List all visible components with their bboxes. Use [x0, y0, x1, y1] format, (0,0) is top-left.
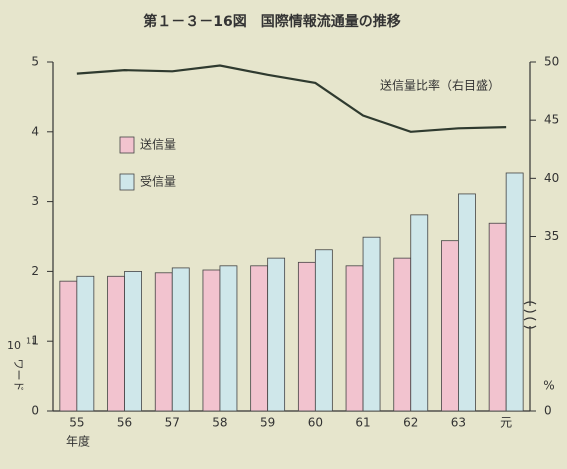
axis-break [523, 301, 537, 329]
y-tick-label: 4 [31, 124, 39, 138]
y-tick-label: 2 [31, 264, 39, 278]
bar [362, 236, 381, 412]
bar [505, 172, 524, 412]
bar [314, 249, 333, 412]
x-tick-label: 62 [403, 416, 418, 430]
bar [219, 265, 238, 412]
bar [458, 193, 476, 412]
x-tick-label: 59 [260, 416, 275, 430]
x-tick-label: 60 [308, 416, 323, 430]
y-axis-label: 10 11 ワード [7, 337, 36, 392]
y-label-unit: ワード [12, 359, 25, 392]
ratio-line [76, 64, 507, 133]
legend-swatch [119, 173, 135, 191]
y2-tick-label: 45 [544, 113, 559, 127]
bar [345, 265, 364, 412]
y-tick-label: 3 [31, 194, 39, 208]
bar [250, 265, 269, 412]
bar [124, 270, 142, 412]
bar [393, 257, 412, 412]
bar [441, 240, 459, 412]
x-axis-label: 年度 [66, 434, 90, 449]
y-tick-label: 5 [31, 55, 39, 69]
bar [202, 269, 221, 412]
bar [297, 261, 316, 412]
bar [107, 275, 125, 412]
chart-title: 第１－３－16図 国際情報流通量の推移 [143, 13, 400, 30]
bar [171, 267, 190, 412]
legend-swatch [119, 136, 135, 154]
y2-tick-label: 35 [544, 229, 559, 243]
x-tick-label: 57 [165, 416, 180, 430]
annotation: 送信量比率（右目盛） [380, 78, 500, 93]
legend-label: 送信量 [140, 137, 176, 152]
y-tick-label: 1 [31, 334, 39, 348]
x-tick-label: 56 [117, 416, 132, 430]
y2-tick-label: 50 [544, 55, 559, 69]
x-tick-label: 58 [212, 416, 227, 430]
y-tick-label: 0 [31, 404, 39, 418]
x-tick-label: 元 [500, 416, 512, 430]
bar [488, 222, 507, 412]
x-tick-label: 63 [451, 416, 466, 430]
bar [154, 272, 173, 412]
bar [410, 214, 429, 412]
legend-label: 受信量 [140, 175, 176, 189]
bar [59, 280, 78, 412]
bar [76, 275, 95, 412]
bar [267, 257, 286, 412]
y-label-exp: 11 [26, 337, 36, 346]
x-tick-label: 61 [355, 416, 370, 430]
y2-tick-label: 0 [544, 404, 552, 418]
y-label-base: 10 [7, 339, 21, 352]
y2-axis-label: % [543, 379, 554, 393]
y2-tick-label: 40 [544, 171, 559, 185]
x-tick-label: 55 [69, 416, 84, 430]
